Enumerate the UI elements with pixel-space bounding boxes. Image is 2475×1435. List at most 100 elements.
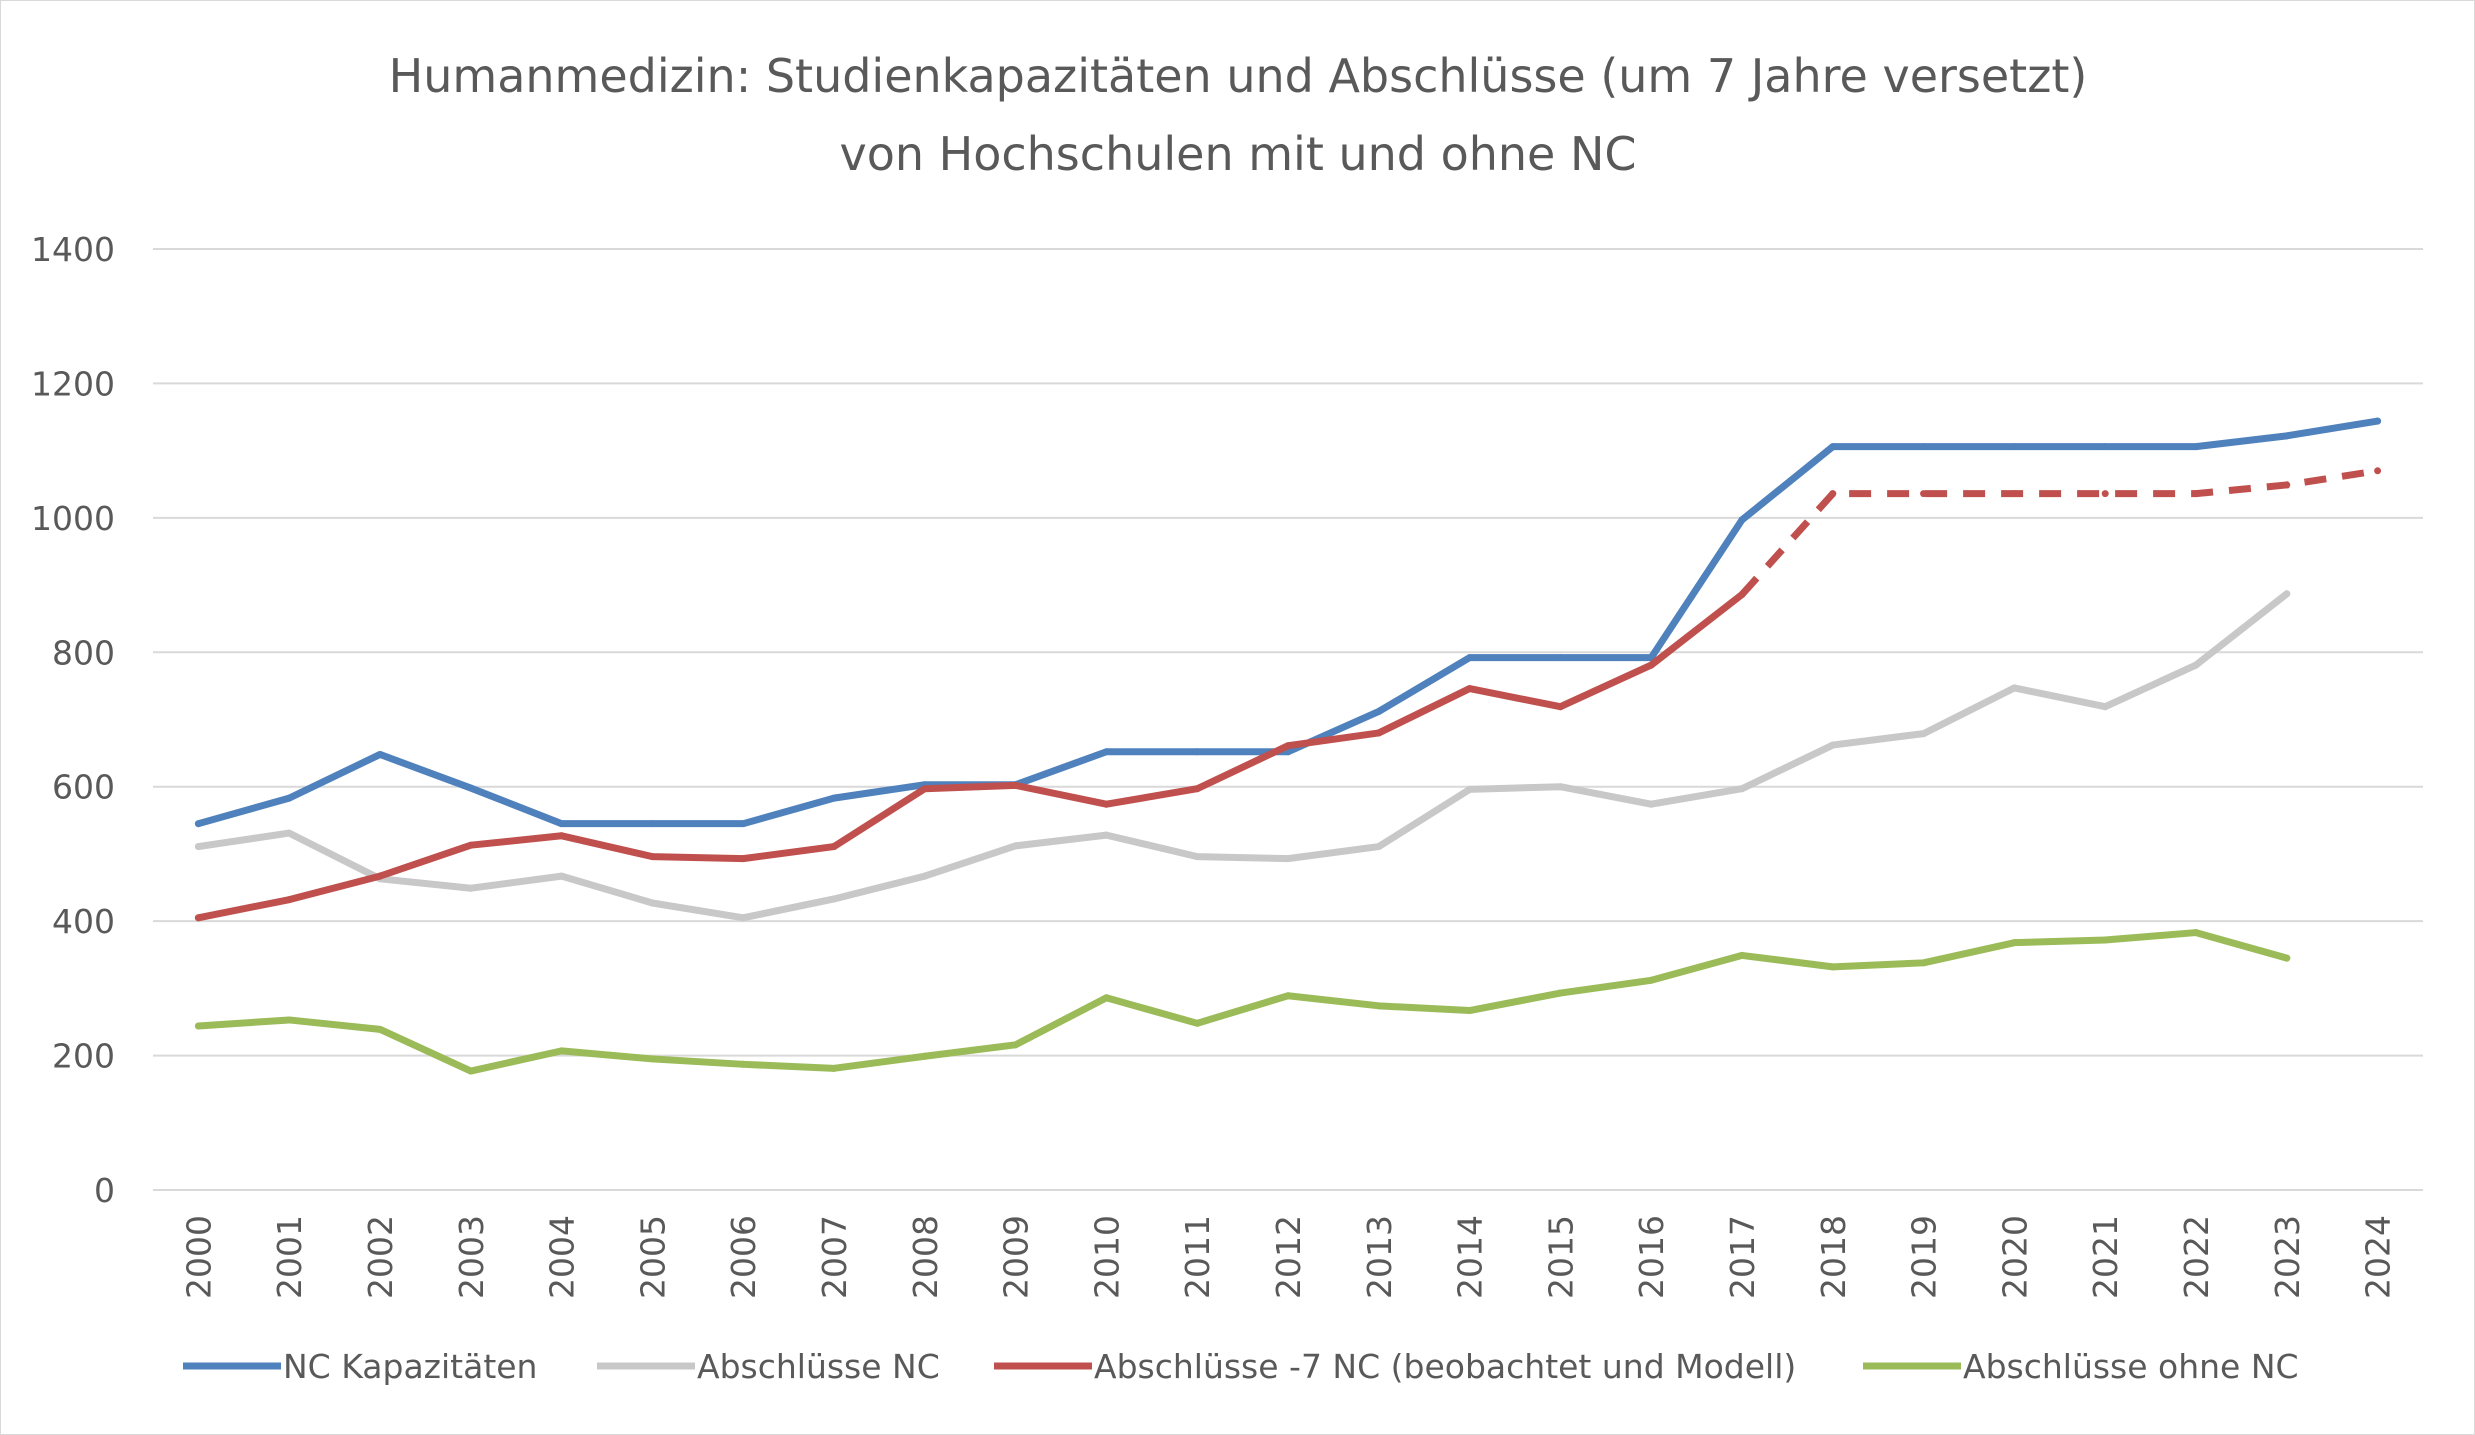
x-tick-label: 2010 <box>1087 1215 1126 1299</box>
x-tick-label: 2015 <box>1541 1215 1580 1299</box>
x-tick-label: 2008 <box>906 1215 945 1299</box>
data-point <box>2010 443 2018 451</box>
data-point <box>1375 1002 1383 1010</box>
data-point <box>2010 939 2018 947</box>
series-line-3 <box>194 929 2291 1075</box>
data-point <box>1556 703 1564 711</box>
data-point <box>467 1067 475 1075</box>
data-point <box>1102 748 1110 756</box>
x-tick-label: 2005 <box>633 1215 672 1299</box>
data-point <box>1920 443 1928 451</box>
data-point <box>558 832 566 840</box>
data-point <box>285 1016 293 1024</box>
data-point <box>1284 992 1292 1000</box>
x-axis-ticks: 2000 2001 2002 2003 2004 2005 2006 2007 2008 2009… <box>179 1215 2397 1299</box>
x-tick-label: 2007 <box>815 1215 854 1299</box>
data-point <box>1647 976 1655 984</box>
data-point <box>467 784 475 792</box>
data-point <box>1102 994 1110 1002</box>
data-point <box>1466 785 1474 793</box>
data-point <box>376 872 384 880</box>
legend-label: Abschlüsse ohne NC <box>1963 1347 2299 1386</box>
legend: NC Kapazitäten Abschlüsse NC Abschlüsse -7… <box>183 1347 2299 1386</box>
x-tick-label: 2003 <box>452 1215 491 1299</box>
data-point <box>558 1047 566 1055</box>
data-point <box>2101 490 2109 498</box>
x-tick-label: 2020 <box>1995 1215 2034 1299</box>
data-point <box>739 855 747 863</box>
legend-label: Abschlüsse NC <box>697 1347 940 1386</box>
data-point <box>1284 742 1292 750</box>
x-tick-label: 2019 <box>1905 1215 1944 1299</box>
series-line-0 <box>194 417 2382 828</box>
data-point <box>739 1060 747 1068</box>
data-point <box>194 843 202 851</box>
data-point <box>2283 481 2291 489</box>
data-point <box>830 794 838 802</box>
data-point <box>2192 929 2200 937</box>
data-point <box>194 914 202 922</box>
data-point <box>1829 443 1837 451</box>
data-point <box>1284 855 1292 863</box>
data-point <box>1102 831 1110 839</box>
y-tick-label: 1400 <box>31 230 115 269</box>
data-point <box>1647 800 1655 808</box>
x-tick-label: 2021 <box>2086 1215 2125 1299</box>
y-tick-label: 1000 <box>31 499 115 538</box>
data-point <box>194 820 202 828</box>
data-point <box>467 884 475 892</box>
data-point <box>648 899 656 907</box>
data-point <box>376 1025 384 1033</box>
data-point <box>830 895 838 903</box>
data-point <box>1738 516 1746 524</box>
series-line-1 <box>194 590 2291 922</box>
data-point <box>921 872 929 880</box>
data-point <box>2283 590 2291 598</box>
data-point <box>1738 785 1746 793</box>
data-point <box>1375 843 1383 851</box>
x-tick-label: 2002 <box>361 1215 400 1299</box>
data-point <box>1466 1007 1474 1015</box>
x-tick-label: 2000 <box>179 1215 218 1299</box>
data-point <box>1829 741 1837 749</box>
data-point <box>2283 432 2291 440</box>
data-point <box>285 829 293 837</box>
x-tick-label: 2009 <box>997 1215 1036 1299</box>
data-point <box>921 785 929 793</box>
y-tick-label: 400 <box>52 902 115 941</box>
gridlines <box>153 248 2423 1191</box>
data-point <box>1556 654 1564 662</box>
data-point <box>1193 853 1201 861</box>
y-tick-label: 1200 <box>31 364 115 403</box>
x-tick-label: 2018 <box>1814 1215 1853 1299</box>
series-lines <box>194 417 2382 1075</box>
data-point <box>1375 707 1383 715</box>
y-tick-label: 200 <box>52 1037 115 1076</box>
legend-item-1: Abschlüsse NC <box>597 1347 940 1386</box>
x-tick-label: 2014 <box>1451 1215 1490 1299</box>
x-tick-label: 2017 <box>1723 1215 1762 1299</box>
x-tick-label: 2006 <box>724 1215 763 1299</box>
legend-item-0: NC Kapazitäten <box>183 1347 537 1386</box>
data-point <box>1647 661 1655 669</box>
data-point <box>648 853 656 861</box>
data-point <box>1193 748 1201 756</box>
data-point <box>1829 490 1837 498</box>
data-point <box>1556 989 1564 997</box>
data-point <box>558 820 566 828</box>
data-point <box>1920 959 1928 967</box>
data-point <box>921 1052 929 1060</box>
data-point <box>1738 951 1746 959</box>
data-point <box>376 750 384 758</box>
x-tick-label: 2004 <box>543 1215 582 1299</box>
x-tick-label: 2012 <box>1269 1215 1308 1299</box>
series-line-2 <box>194 590 1746 922</box>
legend-label: NC Kapazitäten <box>283 1347 537 1386</box>
data-point <box>2192 490 2200 498</box>
data-point <box>1193 1019 1201 1027</box>
chart-subtitle: von Hochschulen mit und ohne NC <box>839 127 1636 181</box>
x-tick-label: 2011 <box>1178 1215 1217 1299</box>
data-point <box>2101 703 2109 711</box>
y-axis-ticks: 0 200 400 600 800 1000 1200 1400 <box>31 230 115 1210</box>
data-point <box>558 872 566 880</box>
